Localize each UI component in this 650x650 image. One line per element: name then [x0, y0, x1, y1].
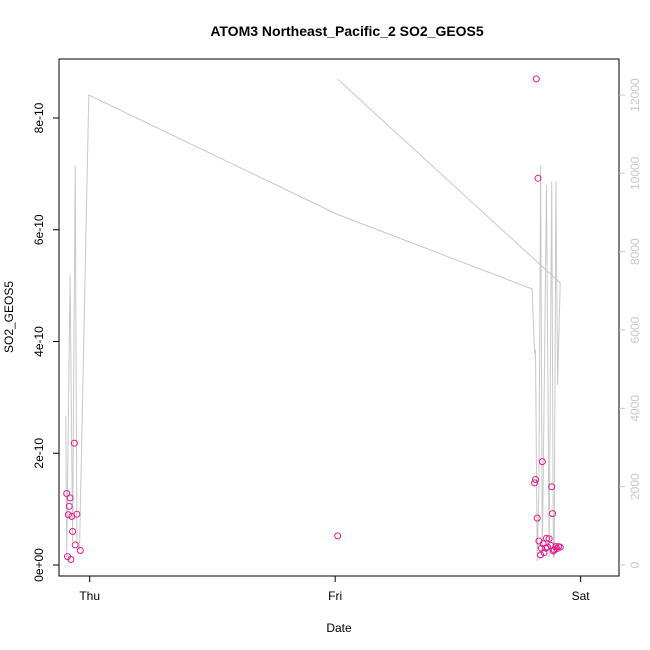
scatter-point	[63, 490, 71, 497]
chart-title: ATOM3 Northeast_Pacific_2 SO2_GEOS5	[210, 23, 484, 39]
x-axis: Thu Fri Sat	[79, 576, 590, 603]
scatter-point	[543, 543, 551, 551]
y-axis-label: SO2_GEOS5	[2, 281, 16, 353]
secondary-y-axis: 0 2000 4000 6000 8000 10000 12000	[619, 78, 642, 568]
scatter-point	[549, 510, 556, 518]
y-tick-label: 6e-10	[32, 214, 46, 245]
scatter-point	[532, 476, 539, 483]
x-tick-label: Thu	[79, 589, 100, 603]
scatter-point	[545, 535, 553, 543]
line-series-path	[65, 94, 561, 562]
y-tick-label: 8e-10	[32, 102, 46, 133]
scatter-point	[334, 532, 342, 540]
scatter-point	[70, 439, 78, 447]
scatter-point	[532, 75, 540, 83]
scatter-point	[73, 510, 81, 518]
line-series	[65, 78, 561, 562]
y-tick-label: 0e+00	[32, 548, 46, 582]
scatter-point	[538, 458, 546, 466]
y2-tick-label: 8000	[628, 238, 642, 265]
scatter-point	[543, 534, 550, 542]
x-tick-label: Fri	[328, 589, 342, 603]
scatter-point	[556, 543, 564, 551]
y-tick-label: 2e-10	[32, 438, 46, 469]
line-series-path	[337, 78, 561, 284]
scatter-series	[63, 75, 564, 563]
scatter-point	[76, 547, 84, 554]
y2-tick-label: 12000	[628, 78, 642, 112]
x-axis-label: Date	[326, 621, 352, 635]
scatter-point	[65, 502, 73, 510]
scatter-point	[547, 541, 555, 549]
y2-tick-label: 2000	[628, 473, 642, 500]
scatter-point	[71, 541, 79, 549]
scatter-point	[553, 545, 561, 553]
scatter-point	[69, 528, 77, 535]
x-tick-label: Sat	[572, 589, 591, 603]
scatter-point	[531, 479, 539, 487]
scatter-point	[533, 514, 541, 522]
y2-tick-label: 4000	[628, 395, 642, 422]
y-axis: 0e+00 2e-10 4e-10 6e-10 8e-10	[32, 102, 59, 582]
y2-tick-label: 0	[628, 561, 642, 568]
scatter-point	[534, 174, 542, 182]
scatter-point	[66, 494, 74, 502]
y-tick-label: 4e-10	[32, 326, 46, 357]
scatter-point	[540, 549, 548, 557]
y2-tick-label: 6000	[628, 316, 642, 343]
y2-tick-label: 10000	[628, 156, 642, 190]
plot-frame	[58, 58, 620, 577]
scatter-point	[548, 483, 556, 491]
scatter-point	[64, 511, 72, 519]
scatter-point	[67, 555, 75, 563]
